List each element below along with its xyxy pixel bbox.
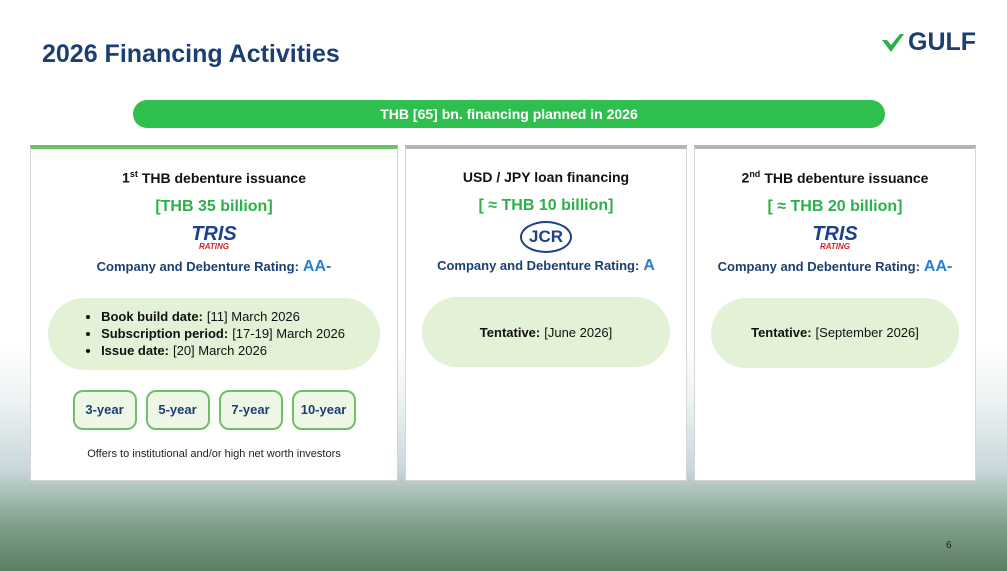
page-number: 6 <box>946 540 952 551</box>
amount: [ ≈ THB 20 billion] <box>767 197 903 215</box>
logo: GULF <box>880 28 976 57</box>
card: USD / JPY loan financing [ ≈ THB 10 billi… <box>405 145 687 481</box>
tentative-value: [September 2026] <box>815 325 919 341</box>
agency-name: TRIS <box>191 222 237 245</box>
tentative-label: Tentative: <box>751 325 812 341</box>
rating: A <box>643 257 655 274</box>
card: 1st THB debenture issuance [THB 35 billion… <box>30 145 398 481</box>
tentative: Tentative: [September 2026] <box>711 297 959 368</box>
detail-label: Book build date: <box>101 309 203 325</box>
tenor: 3-year <box>72 389 137 430</box>
tenor: 10-year <box>291 389 356 430</box>
agency-logo: TRIS RATING <box>191 222 237 254</box>
agency-name: JCR <box>520 221 572 253</box>
ordinal-suffix: st <box>129 169 138 179</box>
heading-text: THB debenture issuance <box>141 169 306 186</box>
title: 2026 Financing Activities <box>42 40 340 68</box>
rating-label: Company and Debenture Rating: <box>437 258 640 273</box>
amount: [THB 35 billion] <box>155 197 273 215</box>
detail-item: Subscription period:[17-19] March 2026 <box>101 326 345 341</box>
tenor-group: 3-year 5-year 7-year 10-year <box>72 389 356 430</box>
agency-sub: RATING <box>819 241 851 251</box>
agency-name: TRIS <box>812 222 858 245</box>
rating-line: Company and Debenture Rating: A <box>437 257 655 275</box>
tenor: 5-year <box>145 389 210 430</box>
detail-item: Issue date:[20] March 2026 <box>101 343 345 358</box>
agency-sub: RATING <box>198 241 230 251</box>
detail-label: Issue date: <box>101 343 169 359</box>
amount: [ ≈ THB 10 billion] <box>478 197 614 214</box>
heading-text: THB debenture issuance <box>764 169 929 186</box>
rating: AA- <box>302 257 332 275</box>
tentative-label: Tentative: <box>479 324 541 340</box>
rating: AA- <box>923 257 953 275</box>
detail-label: Subscription period: <box>101 326 229 342</box>
card-heading: USD / JPY loan financing <box>463 169 629 185</box>
rating-line: Company and Debenture Rating: AA- <box>97 258 332 276</box>
rating-label: Company and Debenture Rating: <box>717 258 920 274</box>
note: Offers to institutional and/or high net … <box>87 447 341 460</box>
agency-logo: JCR <box>520 221 572 253</box>
card: 2nd THB debenture issuance [ ≈ THB 20 bill… <box>694 145 976 481</box>
tentative-value: [June 2026] <box>544 324 613 340</box>
logo-mark <box>882 33 904 52</box>
banner: THB [65] bn. financing planned in 2026 <box>133 100 885 128</box>
rating-line: Company and Debenture Rating: AA- <box>718 258 953 276</box>
detail-value: [11] March 2026 <box>206 309 300 325</box>
ordinal-number: 1 <box>122 169 130 186</box>
logo-text: GULF <box>908 28 977 56</box>
tentative: Tentative: [June 2026] <box>422 297 670 367</box>
agency-logo: TRIS RATING <box>812 222 858 254</box>
details: Book build date:[11] March 2026Subscript… <box>48 297 380 370</box>
detail-item: Book build date:[11] March 2026 <box>101 309 345 324</box>
detail-list: Book build date:[11] March 2026Subscript… <box>83 307 345 360</box>
card-heading: 1st THB debenture issuance <box>122 169 306 186</box>
tenor: 7-year <box>218 389 283 430</box>
card-heading: 2nd THB debenture issuance <box>742 169 929 186</box>
detail-value: [17-19] March 2026 <box>232 326 345 342</box>
ordinal-number: 2 <box>741 169 750 186</box>
rating-label: Company and Debenture Rating: <box>96 258 299 274</box>
heading-text: USD / JPY loan financing <box>462 169 630 185</box>
detail-value: [20] March 2026 <box>172 343 267 359</box>
ordinal-suffix: nd <box>749 169 761 179</box>
